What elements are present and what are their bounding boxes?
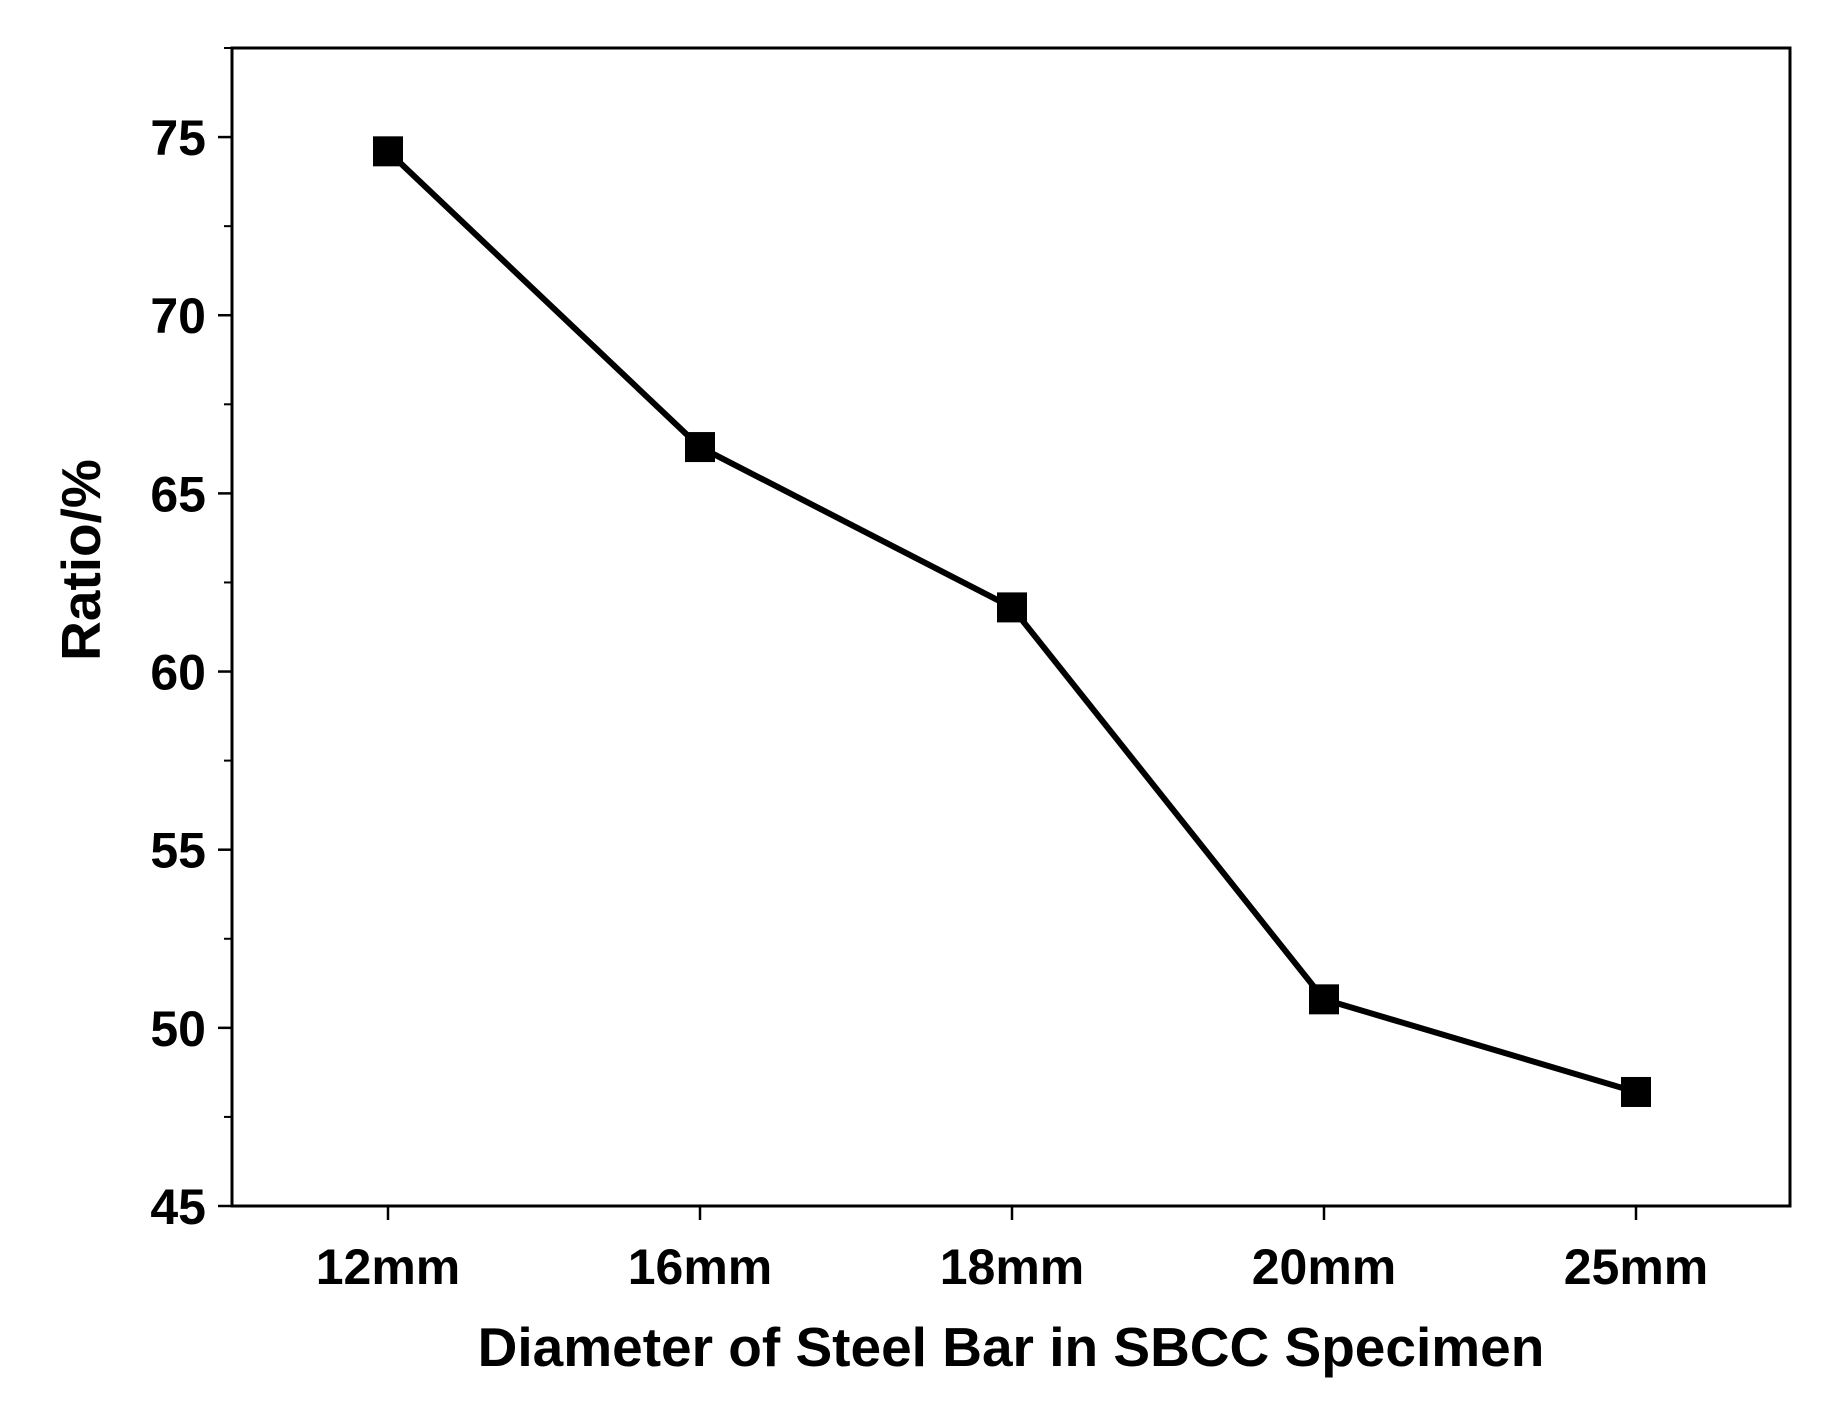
y-axis-ticks: 45 50 55 60 65 70 75 xyxy=(150,47,232,1235)
data-point-marker xyxy=(685,432,715,463)
y-tick-label: 45 xyxy=(150,1179,206,1235)
x-tick-label: 25mm xyxy=(1564,1239,1709,1295)
data-point-marker xyxy=(997,592,1027,623)
x-tick-label: 20mm xyxy=(1252,1239,1397,1295)
data-point-marker xyxy=(373,136,403,167)
data-point-marker xyxy=(1621,1076,1651,1107)
y-tick-label: 75 xyxy=(150,110,206,166)
data-point-marker xyxy=(1309,984,1339,1015)
x-axis-title: Diameter of Steel Bar in SBCC Specimen xyxy=(478,1316,1545,1378)
y-tick-label: 50 xyxy=(150,1001,206,1057)
x-axis-ticks: 12mm 16mm 18mm 20mm 25mm xyxy=(316,1206,1709,1295)
y-axis-title: Ratio/% xyxy=(50,459,112,661)
y-tick-label: 70 xyxy=(150,288,206,344)
x-tick-label: 16mm xyxy=(628,1239,773,1295)
data-series xyxy=(373,136,1651,1107)
x-tick-label: 18mm xyxy=(940,1239,1085,1295)
y-tick-label: 55 xyxy=(150,823,206,879)
y-tick-label: 65 xyxy=(150,466,206,522)
y-tick-label: 60 xyxy=(150,645,206,701)
x-tick-label: 12mm xyxy=(316,1239,461,1295)
